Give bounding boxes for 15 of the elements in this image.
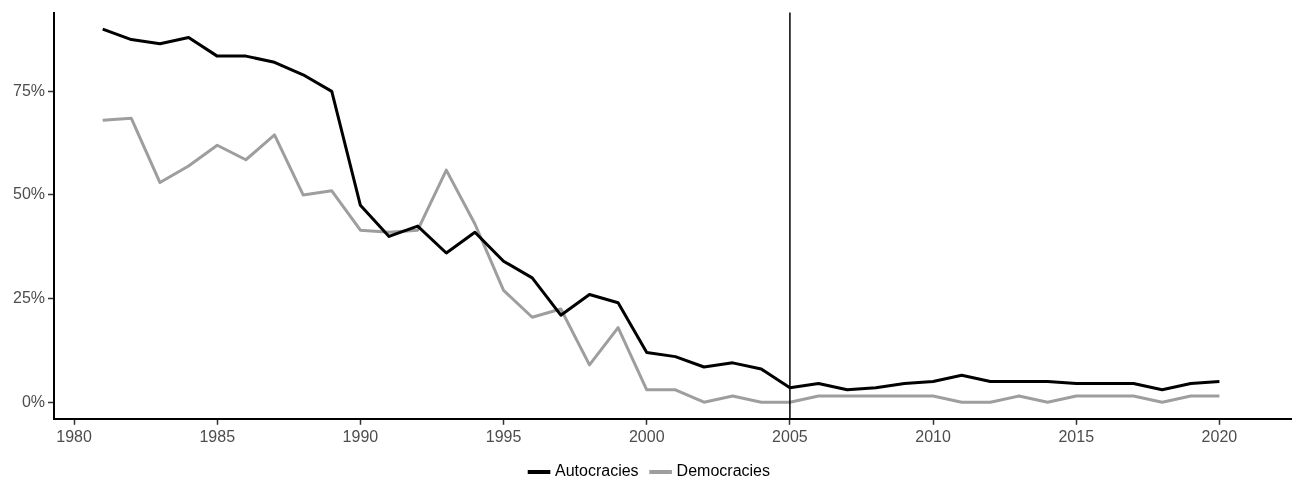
x-tick-label: 1980 — [56, 427, 92, 445]
x-tick-label: 1995 — [485, 427, 522, 445]
x-tick-label: 1985 — [199, 427, 236, 445]
y-tick-label: 25% — [12, 289, 46, 306]
x-tick-label: 2010 — [915, 427, 951, 445]
y-tick-label: 0% — [21, 392, 46, 410]
x-tick-label: 2015 — [1058, 427, 1095, 445]
x-tick-label: 2000 — [628, 427, 665, 445]
x-tick-label: 2005 — [772, 427, 808, 445]
legend-label: Autocracies — [555, 462, 639, 480]
y-tick-label: 50% — [12, 185, 46, 203]
y-tick-label: 75% — [12, 81, 46, 99]
legend-label: Democracies — [676, 462, 770, 480]
x-tick-label: 2020 — [1201, 427, 1238, 445]
x-tick-label: 1990 — [342, 427, 379, 445]
